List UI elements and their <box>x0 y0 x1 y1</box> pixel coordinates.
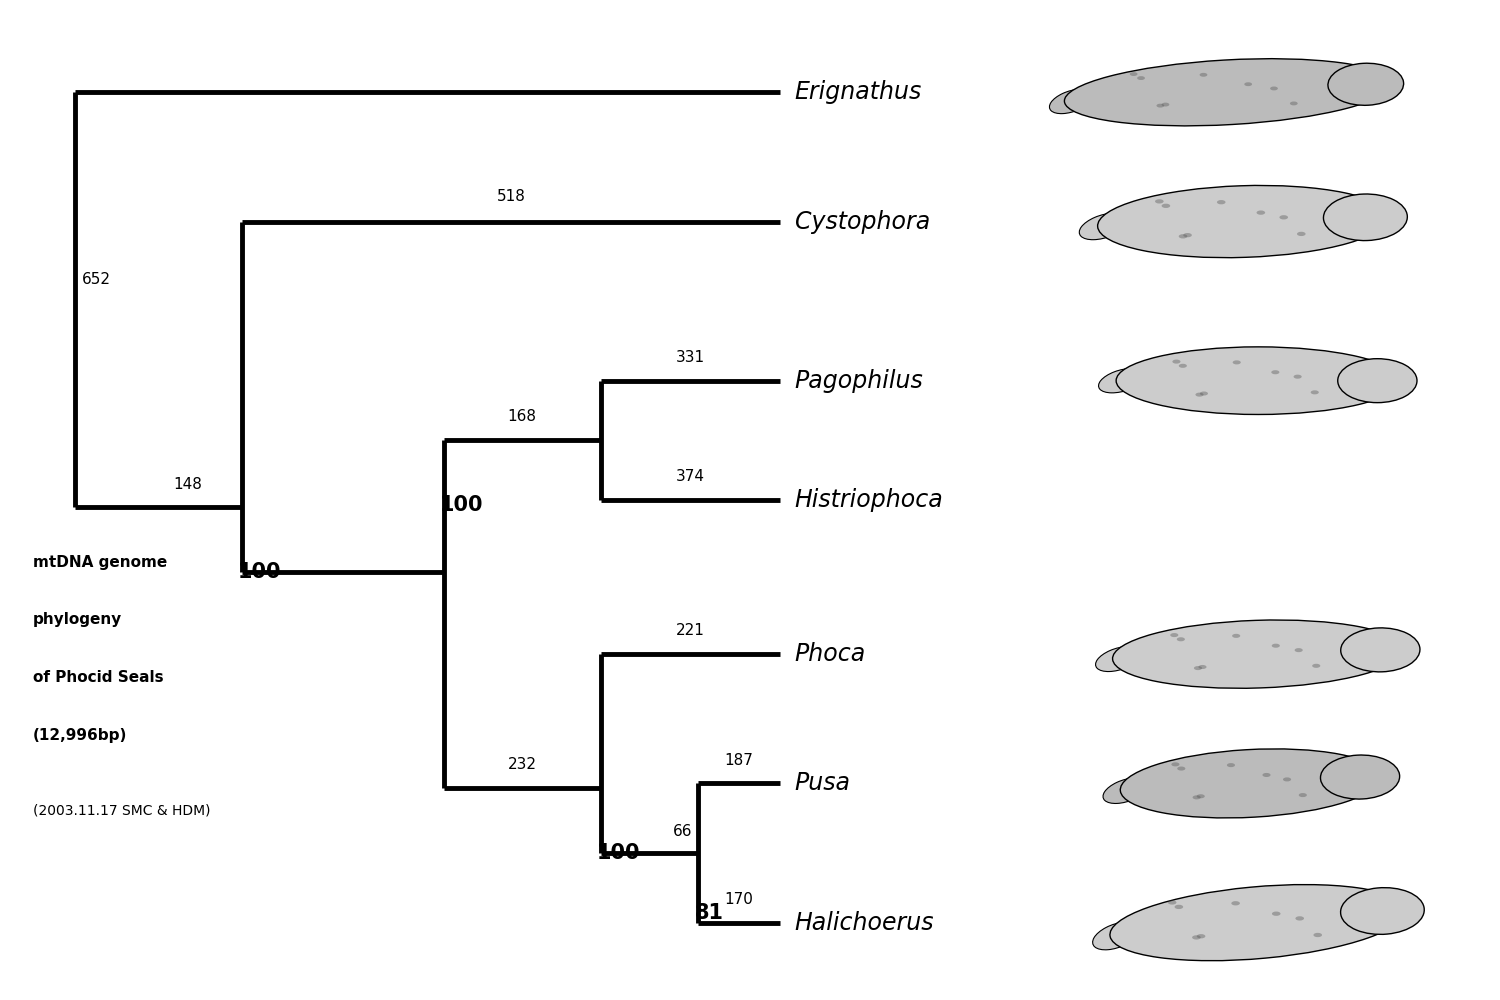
Ellipse shape <box>1184 233 1192 237</box>
Text: 66: 66 <box>674 824 693 839</box>
Ellipse shape <box>1179 234 1188 238</box>
Text: 518: 518 <box>496 189 525 204</box>
Text: 232: 232 <box>507 757 537 772</box>
Ellipse shape <box>1200 73 1208 77</box>
Ellipse shape <box>1192 935 1200 940</box>
Ellipse shape <box>1290 101 1298 105</box>
Text: Halichoerus: Halichoerus <box>795 911 934 935</box>
Ellipse shape <box>1120 749 1382 818</box>
Text: 374: 374 <box>675 469 705 484</box>
Ellipse shape <box>1102 778 1148 803</box>
Ellipse shape <box>1298 232 1305 236</box>
Text: 81: 81 <box>694 903 724 923</box>
Text: phylogeny: phylogeny <box>33 612 122 627</box>
Ellipse shape <box>1065 59 1392 126</box>
Ellipse shape <box>1172 762 1179 766</box>
Ellipse shape <box>1272 644 1280 648</box>
Ellipse shape <box>1173 360 1180 364</box>
Ellipse shape <box>1294 648 1302 652</box>
Text: 100: 100 <box>597 843 640 863</box>
Ellipse shape <box>1227 763 1234 767</box>
Ellipse shape <box>1233 360 1240 364</box>
Text: Erignathus: Erignathus <box>795 80 922 104</box>
Ellipse shape <box>1178 767 1185 771</box>
Text: 652: 652 <box>82 272 111 287</box>
Text: 170: 170 <box>724 892 753 907</box>
Ellipse shape <box>1216 200 1225 204</box>
Text: Cystophora: Cystophora <box>795 210 930 234</box>
Ellipse shape <box>1328 63 1404 105</box>
Ellipse shape <box>1320 755 1400 799</box>
Ellipse shape <box>1113 620 1404 688</box>
Ellipse shape <box>1296 916 1304 921</box>
Ellipse shape <box>1338 359 1418 403</box>
Ellipse shape <box>1341 628 1420 672</box>
Ellipse shape <box>1050 89 1092 114</box>
Text: Pagophilus: Pagophilus <box>795 369 924 393</box>
Ellipse shape <box>1312 664 1320 668</box>
Text: 148: 148 <box>174 477 202 492</box>
Ellipse shape <box>1299 793 1306 797</box>
Ellipse shape <box>1293 375 1302 379</box>
Text: Phoca: Phoca <box>795 642 865 666</box>
Text: (12,996bp): (12,996bp) <box>33 728 128 743</box>
Ellipse shape <box>1196 393 1203 397</box>
Ellipse shape <box>1232 901 1240 905</box>
Ellipse shape <box>1311 390 1318 394</box>
Ellipse shape <box>1168 900 1176 905</box>
Ellipse shape <box>1156 104 1164 108</box>
Ellipse shape <box>1170 633 1179 637</box>
Ellipse shape <box>1092 922 1140 950</box>
Ellipse shape <box>1116 347 1400 414</box>
Ellipse shape <box>1155 199 1164 204</box>
Ellipse shape <box>1095 646 1142 672</box>
Ellipse shape <box>1257 210 1264 215</box>
Ellipse shape <box>1232 634 1240 638</box>
Ellipse shape <box>1245 82 1252 86</box>
Ellipse shape <box>1197 794 1204 798</box>
Ellipse shape <box>1198 665 1206 669</box>
Ellipse shape <box>1314 933 1322 937</box>
Ellipse shape <box>1272 370 1280 374</box>
Text: (2003.11.17 SMC & HDM): (2003.11.17 SMC & HDM) <box>33 804 210 818</box>
Ellipse shape <box>1200 391 1208 396</box>
Ellipse shape <box>1137 76 1144 80</box>
Text: 187: 187 <box>724 753 753 768</box>
Text: 221: 221 <box>676 623 705 638</box>
Text: 100: 100 <box>238 562 282 582</box>
Ellipse shape <box>1178 637 1185 641</box>
Ellipse shape <box>1341 888 1425 934</box>
Ellipse shape <box>1197 934 1206 938</box>
Text: of Phocid Seals: of Phocid Seals <box>33 670 164 685</box>
Ellipse shape <box>1098 368 1144 393</box>
Ellipse shape <box>1270 87 1278 90</box>
Text: mtDNA genome: mtDNA genome <box>33 555 166 570</box>
Text: 168: 168 <box>507 409 537 424</box>
Text: Pusa: Pusa <box>795 771 850 795</box>
Ellipse shape <box>1323 194 1407 241</box>
Ellipse shape <box>1174 905 1184 909</box>
Ellipse shape <box>1179 364 1186 368</box>
Text: Histriophoca: Histriophoca <box>795 488 944 512</box>
Ellipse shape <box>1110 885 1407 961</box>
Text: 100: 100 <box>440 495 483 515</box>
Ellipse shape <box>1272 912 1281 916</box>
Text: 331: 331 <box>675 350 705 365</box>
Ellipse shape <box>1194 666 1202 670</box>
Ellipse shape <box>1282 777 1292 781</box>
Ellipse shape <box>1263 773 1270 777</box>
Ellipse shape <box>1161 204 1170 208</box>
Ellipse shape <box>1098 185 1389 258</box>
Ellipse shape <box>1280 215 1288 219</box>
Ellipse shape <box>1161 103 1170 106</box>
Ellipse shape <box>1080 213 1128 240</box>
Ellipse shape <box>1130 72 1137 76</box>
Ellipse shape <box>1192 795 1200 799</box>
